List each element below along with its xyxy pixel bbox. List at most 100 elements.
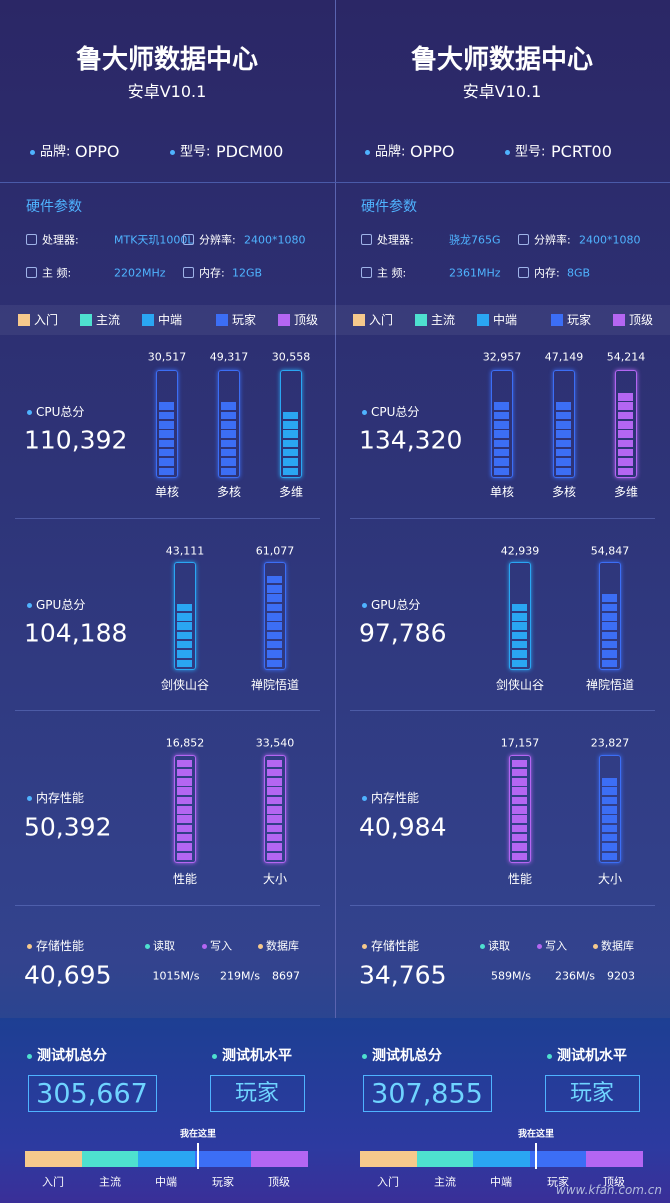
gauge xyxy=(264,755,286,863)
gauge-segment xyxy=(602,650,617,658)
gauge-segment xyxy=(556,430,571,438)
dot xyxy=(536,943,542,949)
gauge-segment xyxy=(267,631,282,640)
scale-segment xyxy=(195,1151,252,1167)
dot xyxy=(479,943,485,949)
storage-value: 236M/s xyxy=(555,969,595,983)
gauge-segment xyxy=(267,575,282,584)
bar-score: 54,214 xyxy=(606,350,646,364)
dot xyxy=(364,149,370,155)
section-divider xyxy=(15,518,320,519)
memory-value: 12GB xyxy=(232,266,263,280)
section-label: 内存性能 xyxy=(36,791,85,805)
freq-value: 2202MHz xyxy=(114,266,166,280)
section-divider xyxy=(350,710,655,711)
dot xyxy=(201,943,207,949)
legend-label: 主流 xyxy=(96,313,121,327)
header-divider xyxy=(0,182,335,183)
scale-segment xyxy=(251,1151,308,1167)
gauge xyxy=(491,370,513,478)
gauge-segment xyxy=(602,640,617,649)
gauge-segment xyxy=(602,787,617,795)
gauge-segment xyxy=(512,650,527,658)
section-label: CPU总分 xyxy=(36,405,85,419)
section-total: 97,786 xyxy=(359,618,447,648)
storage-value: 219M/s xyxy=(220,969,260,983)
scale-segment xyxy=(25,1151,82,1167)
gauge-segment xyxy=(602,824,617,833)
gauge-segment xyxy=(494,402,509,410)
section-total: 40,984 xyxy=(359,812,447,842)
bar-label: 多核 xyxy=(551,485,577,499)
marker xyxy=(535,1143,537,1169)
storage-item: 读取 xyxy=(488,939,510,953)
marker-label: 我在这里 xyxy=(179,1129,217,1140)
gauge-segment xyxy=(512,631,527,640)
bar-score: 61,077 xyxy=(255,544,295,558)
bar-score: 23,827 xyxy=(590,736,630,750)
bar-score: 43,111 xyxy=(165,544,205,558)
gauge-segment xyxy=(159,467,174,475)
bar-score: 17,157 xyxy=(500,736,540,750)
header-divider xyxy=(335,182,670,183)
cpu-label: 处理器: xyxy=(377,233,414,247)
gauge-segment xyxy=(618,402,633,410)
app-title: 鲁大师数据中心 xyxy=(75,45,259,75)
gauge-segment xyxy=(159,458,174,466)
gauge xyxy=(553,370,575,478)
level: 玩家 xyxy=(569,1081,615,1106)
scale-label: 中端 xyxy=(155,1175,177,1189)
total-score: 305,667 xyxy=(36,1078,148,1110)
gauge-segment xyxy=(512,659,527,667)
model-label: 型号: xyxy=(180,144,211,160)
freq-value: 2361MHz xyxy=(449,266,501,280)
dot xyxy=(26,602,32,608)
version: 安卓V10.1 xyxy=(462,82,542,101)
section-divider xyxy=(350,905,655,906)
total-box xyxy=(28,1075,157,1112)
dot xyxy=(592,943,598,949)
storage-value: 1015M/s xyxy=(152,969,200,983)
gauge xyxy=(280,370,302,478)
gauge-segment xyxy=(267,622,282,630)
level-box xyxy=(545,1075,640,1112)
gauge-segment xyxy=(512,603,527,612)
legend-label: 入门 xyxy=(34,313,59,327)
gauge-segment xyxy=(177,659,192,667)
legend-swatch xyxy=(613,314,625,326)
gauge-segment xyxy=(556,458,571,466)
storage-item: 写入 xyxy=(210,939,232,953)
section-divider xyxy=(350,518,655,519)
dot xyxy=(29,149,35,155)
gauge-segment xyxy=(512,778,527,786)
gauge-segment xyxy=(159,421,174,429)
gauge-segment xyxy=(602,594,617,602)
legend-label: 玩家 xyxy=(567,313,592,327)
scale-label: 入门 xyxy=(42,1175,64,1189)
legend-label: 顶级 xyxy=(294,313,319,327)
gauge-segment xyxy=(618,430,633,438)
gauge-segment xyxy=(267,603,282,612)
section-total: 50,392 xyxy=(24,812,112,842)
gauge-segment xyxy=(602,603,617,612)
gauge-segment xyxy=(159,439,174,448)
gauge-segment xyxy=(267,824,282,833)
legend-swatch xyxy=(551,314,563,326)
gauge-segment xyxy=(512,806,527,814)
legend-swatch xyxy=(415,314,427,326)
resolution-label: 分辨率: xyxy=(199,233,236,247)
gauge-segment xyxy=(267,796,282,805)
legend-swatch xyxy=(80,314,92,326)
icon xyxy=(183,234,194,245)
bar-label: 剑侠山谷 xyxy=(495,678,545,692)
section-divider xyxy=(15,710,320,711)
legend-label: 入门 xyxy=(369,313,394,327)
gauge-segment xyxy=(512,843,527,851)
gauge-segment xyxy=(602,852,617,860)
gauge-segment xyxy=(283,458,298,466)
gauge-segment xyxy=(159,448,174,457)
gauge-segment xyxy=(494,448,509,457)
gauge xyxy=(218,370,240,478)
gauge-segment xyxy=(512,622,527,630)
